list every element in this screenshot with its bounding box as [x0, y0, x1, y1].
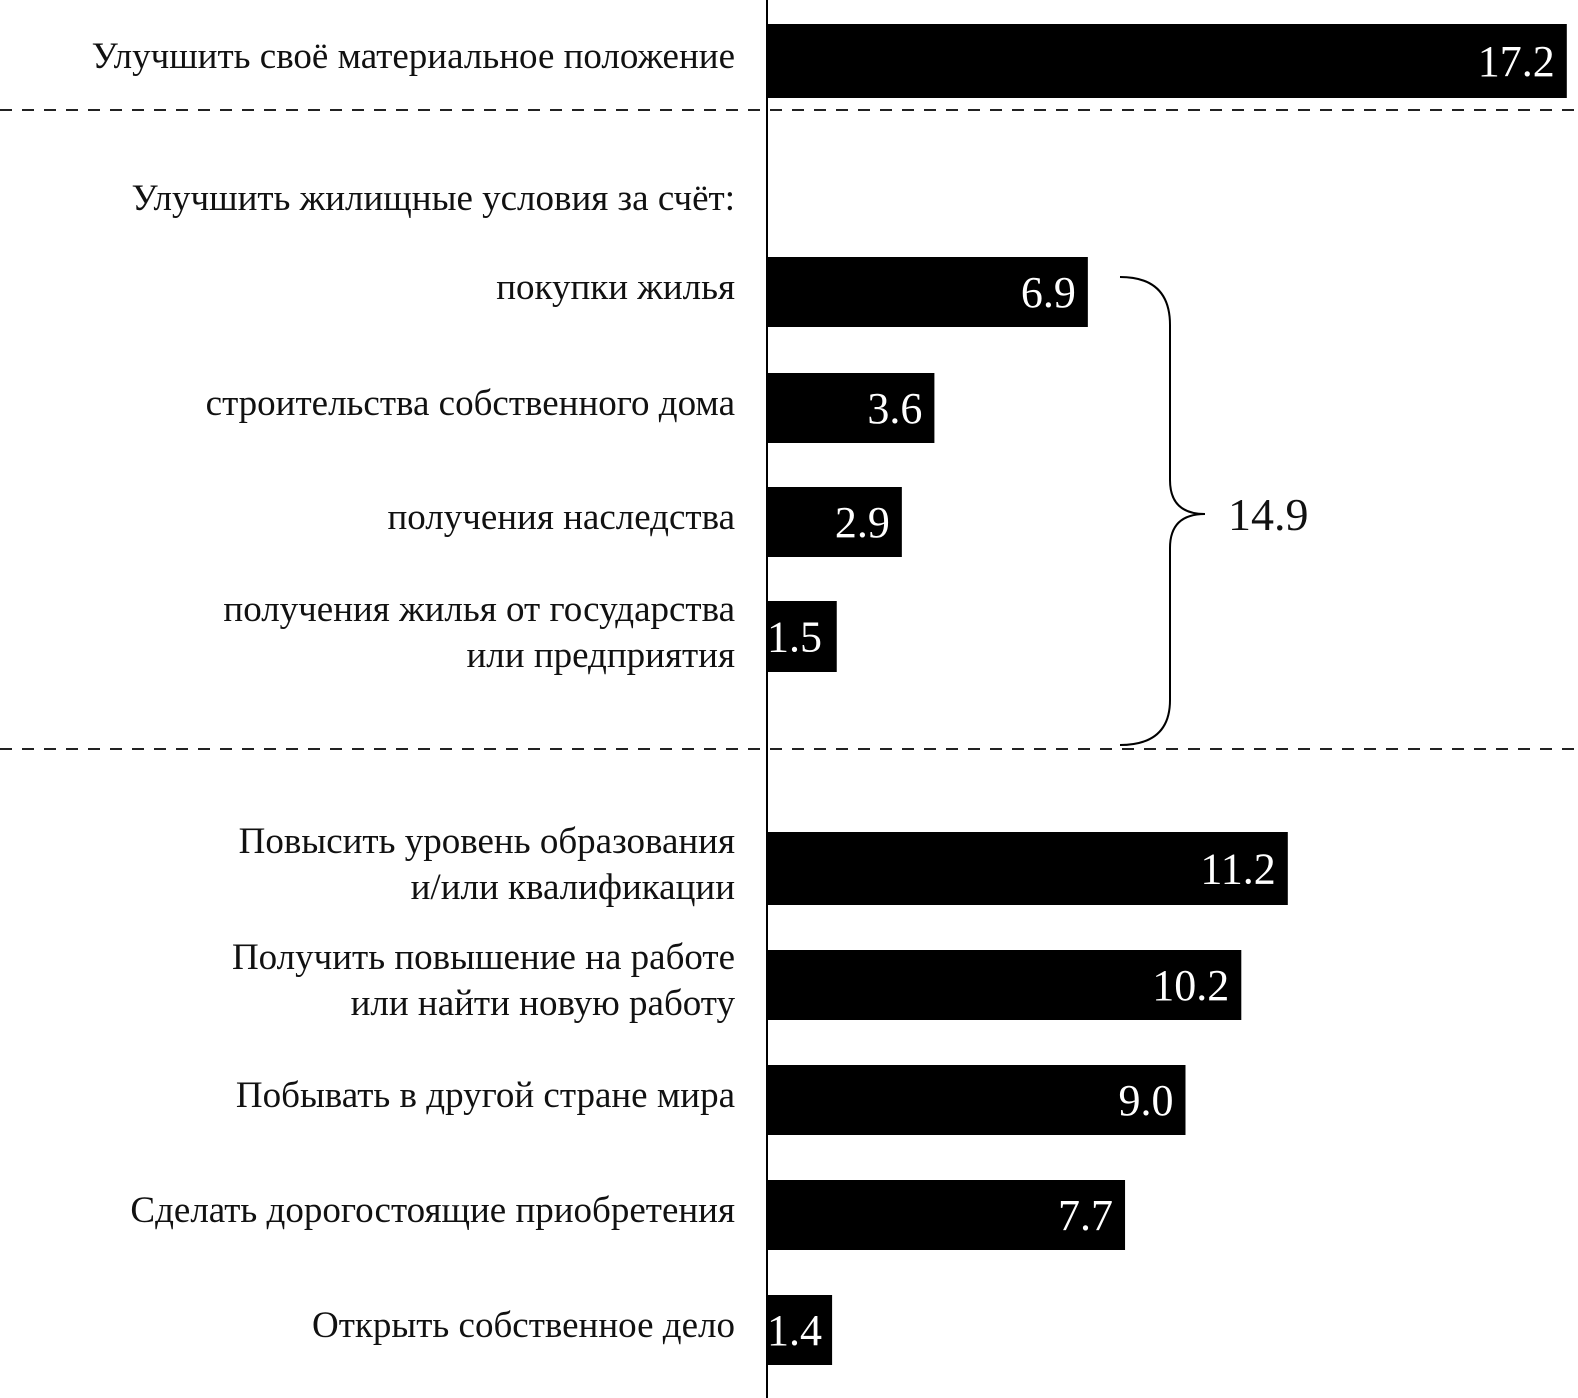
category-label-line: Открыть собственное дело — [312, 1305, 735, 1346]
category-label-line: строительства собственного дома — [205, 383, 735, 424]
category-label-line: или найти новую работу — [350, 983, 735, 1024]
value-label: 7.7 — [1058, 1191, 1113, 1240]
value-label: 1.5 — [767, 613, 822, 662]
bar — [767, 1065, 1186, 1135]
category-label-line: Получить повышение на работе — [231, 937, 735, 978]
category-label: Получить повышение на работе или найти но… — [232, 935, 735, 1027]
category-label-line: и/или квалификации — [410, 866, 735, 908]
bar — [767, 950, 1242, 1020]
category-label-line: Улучшить своё материальное положение — [91, 36, 735, 77]
category-label-line: покупки жилья — [496, 267, 735, 308]
category-label-line: или предприятия — [466, 634, 736, 676]
category-label-line: Сделать дорогостоящие приобретения — [130, 1190, 735, 1231]
category-label-line: Повысить уровень образования — [238, 820, 735, 862]
category-label: Побывать в другой стране мира — [236, 1073, 735, 1119]
bar — [767, 1180, 1126, 1250]
bar — [767, 373, 935, 443]
category-label: Открыть собственное дело — [312, 1303, 735, 1349]
bar — [767, 601, 837, 672]
category-label-line: получения жилья от государства — [223, 588, 735, 630]
value-label: 2.9 — [835, 498, 890, 547]
value-label: 9.0 — [1119, 1076, 1174, 1125]
category-label: Сделать дорогостоящие приобретения — [130, 1188, 735, 1234]
category-label: получения жилья от государства или предпр… — [223, 587, 735, 679]
value-label: 3.6 — [867, 384, 922, 433]
value-label: 10.2 — [1152, 961, 1229, 1010]
value-label: 17.2 — [1478, 37, 1555, 86]
group-brace — [1119, 276, 1206, 746]
value-label: 1.4 — [767, 1306, 822, 1355]
bar — [767, 24, 1567, 98]
bar — [767, 1295, 833, 1365]
category-label: получения наследства — [387, 495, 735, 541]
category-label: Улучшить своё материальное положение — [92, 34, 735, 80]
group-total-label: 14.9 — [1228, 489, 1309, 540]
bar — [767, 257, 1088, 327]
category-label: строительства собственного дома — [206, 381, 735, 427]
category-label-line: Побывать в другой стране мира — [235, 1075, 735, 1116]
bar — [767, 832, 1288, 905]
category-label: покупки жилья — [496, 265, 735, 311]
value-label: 6.9 — [1021, 268, 1076, 317]
value-label: 11.2 — [1200, 845, 1275, 894]
category-label-line: получения наследства — [387, 497, 735, 538]
category-label: Повысить уровень образования и/или квалиф… — [239, 819, 735, 911]
bar — [767, 487, 902, 557]
group-heading: Улучшить жилищные условия за счёт: — [131, 178, 735, 219]
